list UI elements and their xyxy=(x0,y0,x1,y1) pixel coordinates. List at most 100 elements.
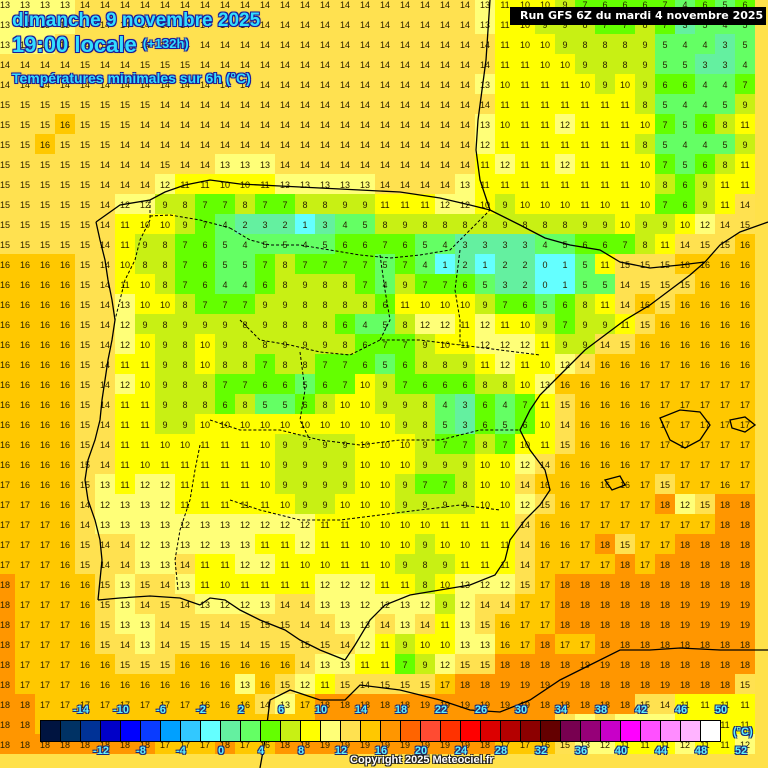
map-cell xyxy=(35,14,55,34)
map-cell xyxy=(375,234,395,254)
map-cell xyxy=(315,214,335,234)
map-cell xyxy=(235,214,255,234)
map-cell xyxy=(375,14,395,34)
legend-label-top: -10 xyxy=(113,704,129,716)
map-cell xyxy=(715,214,735,234)
map-cell xyxy=(15,234,35,254)
map-cell xyxy=(455,94,475,114)
map-cell xyxy=(475,214,495,234)
map-cell xyxy=(595,114,615,134)
map-cell xyxy=(375,114,395,134)
map-cell xyxy=(215,174,235,194)
map-cell xyxy=(175,214,195,234)
map-cell xyxy=(455,154,475,174)
map-cell xyxy=(515,134,535,154)
map-cell xyxy=(0,74,15,94)
map-cell xyxy=(195,174,215,194)
map-cell xyxy=(255,114,275,134)
legend-label-top: -6 xyxy=(156,704,166,716)
map-cell xyxy=(615,114,635,134)
map-cell xyxy=(255,94,275,114)
map-cell xyxy=(275,54,295,74)
map-cell xyxy=(615,174,635,194)
map-cell xyxy=(695,114,715,134)
map-cell xyxy=(255,34,275,54)
map-cell xyxy=(635,34,655,54)
map-cell xyxy=(515,114,535,134)
map-cell xyxy=(35,234,55,254)
map-cell xyxy=(595,34,615,54)
map-cell xyxy=(455,174,475,194)
map-cell xyxy=(435,234,455,254)
map-cell xyxy=(35,34,55,54)
map-cell xyxy=(475,74,495,94)
map-cell xyxy=(175,194,195,214)
map-cell xyxy=(375,134,395,154)
legend-swatch xyxy=(221,721,241,741)
legend-label-top: 50 xyxy=(714,704,728,716)
legend-swatch xyxy=(41,721,61,741)
legend-label-bottom: 52 xyxy=(734,745,748,757)
map-cell xyxy=(495,34,515,54)
map-cell xyxy=(555,114,575,134)
map-cell xyxy=(155,214,175,234)
map-cell xyxy=(75,34,95,54)
legend-swatch xyxy=(521,721,541,741)
map-cell xyxy=(75,154,95,174)
map-cell xyxy=(35,214,55,234)
legend-label-top: 30 xyxy=(514,704,528,716)
legend-swatch xyxy=(481,721,501,741)
map-cell xyxy=(535,54,555,74)
map-cell xyxy=(255,214,275,234)
map-cell xyxy=(55,54,75,74)
map-cell xyxy=(135,114,155,134)
map-cell xyxy=(535,154,555,174)
legend-swatch xyxy=(601,721,621,741)
map-cell xyxy=(415,34,435,54)
map-cell xyxy=(695,174,715,194)
map-cell xyxy=(495,114,515,134)
map-cell xyxy=(335,74,355,94)
map-cell xyxy=(135,34,155,54)
map-cell xyxy=(215,94,235,114)
map-cell xyxy=(375,54,395,74)
map-cell xyxy=(515,54,535,74)
map-cell xyxy=(515,94,535,114)
map-cell xyxy=(615,94,635,114)
map-cell xyxy=(255,74,275,94)
map-cell xyxy=(695,74,715,94)
map-cell xyxy=(335,234,355,254)
map-cell xyxy=(115,94,135,114)
map-cell xyxy=(215,14,235,34)
map-cell xyxy=(575,194,595,214)
map-cell xyxy=(375,174,395,194)
map-cell xyxy=(235,114,255,134)
map-cell xyxy=(635,214,655,234)
map-cell xyxy=(15,134,35,154)
map-cell xyxy=(675,194,695,214)
map-cell xyxy=(555,134,575,154)
map-cell xyxy=(615,214,635,234)
legend-swatch xyxy=(361,721,381,741)
map-cell xyxy=(155,194,175,214)
map-cell xyxy=(515,174,535,194)
map-cell xyxy=(675,54,695,74)
legend-swatch xyxy=(381,721,401,741)
map-cell xyxy=(115,234,135,254)
map-cell xyxy=(135,174,155,194)
map-cell xyxy=(0,94,15,114)
map-cell xyxy=(15,154,35,174)
map-cell xyxy=(455,134,475,154)
map-cell xyxy=(75,14,95,34)
map-cell xyxy=(275,0,295,14)
map-cell xyxy=(495,74,515,94)
map-cell xyxy=(75,74,95,94)
map-cell xyxy=(75,194,95,214)
map-cell xyxy=(675,154,695,174)
map-cell xyxy=(495,54,515,74)
map-cell xyxy=(655,194,675,214)
map-cell xyxy=(415,0,435,14)
map-cell xyxy=(715,194,735,214)
map-cell xyxy=(175,34,195,54)
